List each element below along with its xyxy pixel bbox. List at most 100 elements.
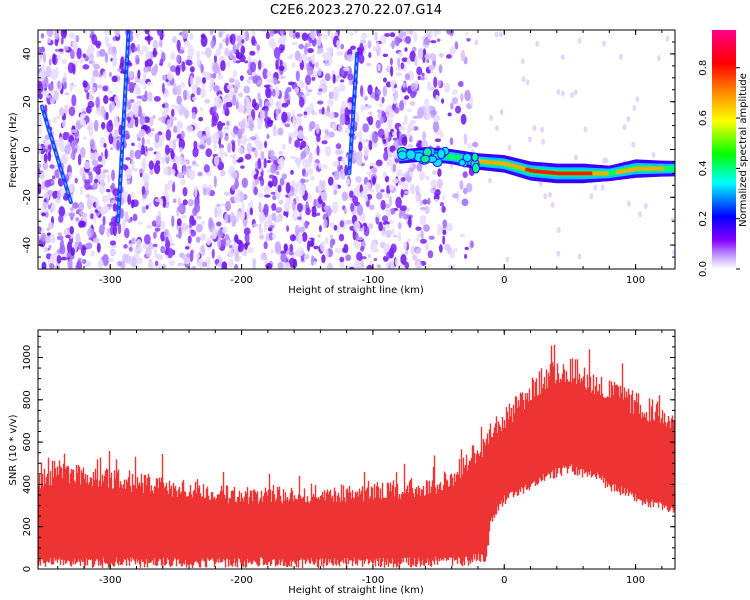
spectrogram-noise-cell [289, 234, 297, 242]
spectrogram-noise-cell [219, 203, 226, 207]
spectrogram-noise-cell [195, 124, 199, 130]
signal-track-core [497, 161, 503, 166]
spectrogram-noise-cell [40, 232, 47, 242]
spectrogram-noise-cell [155, 151, 161, 161]
spectrogram-noise-cell [152, 39, 159, 50]
spectrogram-speckle-cell [556, 250, 561, 257]
spectrogram-noise-cell [216, 254, 223, 267]
spectrogram-noise-cell [438, 64, 443, 74]
spectrogram-noise-cell [142, 172, 149, 183]
spectrogram-noise-cell [365, 63, 372, 67]
spectrogram-noise-cell [169, 259, 175, 267]
spectrogram-noise-cell [136, 95, 143, 99]
spectrogram-noise-cell [280, 253, 287, 263]
spectrogram-noise-cell [102, 254, 110, 267]
spectrogram-noise-cell [309, 175, 315, 181]
spectrogram-noise-cell [446, 222, 453, 232]
spectrogram-noise-cell [96, 84, 103, 89]
spectrogram-noise-cell [375, 184, 380, 193]
spectrogram-noise-cell [368, 139, 373, 151]
spectrogram-noise-cell [56, 115, 60, 120]
spectrogram-noise-cell [271, 232, 277, 240]
spectrogram-noise-cell [71, 94, 77, 107]
spectrogram-noise-cell [367, 40, 372, 49]
spectrogram-noise-cell [131, 142, 135, 147]
spectrogram-noise-cell [222, 226, 228, 234]
spectrogram-noise-cell [200, 220, 205, 226]
spectrogram-noise-cell [331, 201, 339, 214]
spectrogram-noise-cell [183, 40, 191, 47]
spectrogram-noise-cell [244, 233, 250, 243]
spectrogram-noise-cell [111, 130, 119, 138]
spectrogram-noise-cell [112, 203, 118, 212]
spectrogram-noise-cell [101, 195, 109, 203]
spectrogram-noise-cell [249, 207, 254, 216]
spectrogram-noise-cell [353, 111, 360, 123]
spectrogram-noise-cell [49, 253, 57, 264]
spectrogram-noise-cell [100, 105, 105, 118]
spectrogram-noise-cell [172, 116, 177, 121]
spectrogram-noise-cell [268, 181, 274, 188]
spectrogram-noise-cell [305, 85, 309, 91]
spectrogram-noise-cell [253, 174, 258, 180]
spectrogram-noise-cell [459, 180, 464, 190]
spectrogram-noise-cell [420, 76, 425, 81]
figure-title: C2E6.2023.270.22.07.G14 [270, 3, 442, 18]
spectrogram-noise-cell [161, 157, 166, 165]
spectrogram-noise-cell [354, 239, 361, 250]
spectrogram-noise-cell [146, 224, 153, 229]
spectrogram-noise-cell [168, 139, 174, 148]
spectrogram-noise-cell [92, 69, 99, 78]
spectrogram-noise-cell [306, 62, 311, 72]
spectrogram-noise-cell [183, 109, 190, 119]
spectrogram-speckle-cell [570, 91, 575, 98]
spectrogram-noise-cell [155, 160, 161, 165]
spectrogram-noise-cell [180, 178, 186, 186]
spectrogram-noise-cell [310, 258, 314, 266]
spectrogram-noise-cell [152, 115, 156, 119]
spectrogram-noise-cell [270, 249, 274, 254]
spectrogram-noise-cell [52, 116, 57, 124]
spectrogram-noise-cell [191, 265, 197, 269]
spectrogram-noise-cell [298, 54, 303, 64]
spectrogram-y-tick-label: 0 [22, 146, 33, 152]
spectrogram-noise-cell [305, 200, 309, 211]
spectrogram-noise-cell [228, 247, 234, 258]
spectrogram-noise-cell [209, 30, 214, 36]
spectrogram-noise-cell [467, 143, 472, 149]
spectrogram-noise-cell [162, 196, 167, 208]
spectrogram-noise-cell [211, 80, 215, 85]
spectrogram-noise-cell [194, 163, 200, 168]
spectrogram-noise-cell [126, 122, 133, 129]
spectrogram-noise-cell [241, 39, 245, 44]
spectrogram-noise-cell [394, 36, 401, 47]
spectrogram-noise-cell [70, 129, 78, 133]
spectrogram-noise-cell [60, 256, 68, 261]
spectrogram-noise-cell [429, 64, 436, 70]
spectrogram-noise-cell [434, 138, 442, 143]
spectrogram-noise-cell [287, 81, 295, 86]
spectrogram-noise-cell [107, 189, 112, 201]
spectrogram-noise-cell [435, 30, 442, 35]
spectrogram-noise-cell [322, 164, 328, 170]
spectrogram-speckle-cell [538, 180, 543, 187]
snr-x-tick-label: -200 [230, 575, 253, 586]
spectrogram-noise-cell [438, 52, 444, 58]
spectrogram-noise-cell [244, 60, 249, 64]
spectrogram-noise-cell [369, 162, 376, 167]
spectrogram-noise-cell [201, 77, 207, 84]
spectrogram-noise-cell [288, 30, 293, 38]
spectrogram-noise-cell [49, 164, 55, 169]
spectrogram-noise-cell [63, 131, 70, 137]
spectrogram-noise-cell [75, 217, 80, 222]
spectrogram-noise-cell [42, 51, 47, 64]
spectrogram-noise-cell [81, 259, 87, 265]
spectrogram-noise-cell [101, 173, 107, 179]
spectrogram-noise-cell [457, 80, 464, 87]
spectrogram-noise-cell [382, 171, 387, 178]
spectrogram-noise-cell [257, 92, 261, 102]
spectrogram-noise-cell [304, 220, 309, 229]
spectrogram-noise-cell [43, 245, 49, 253]
